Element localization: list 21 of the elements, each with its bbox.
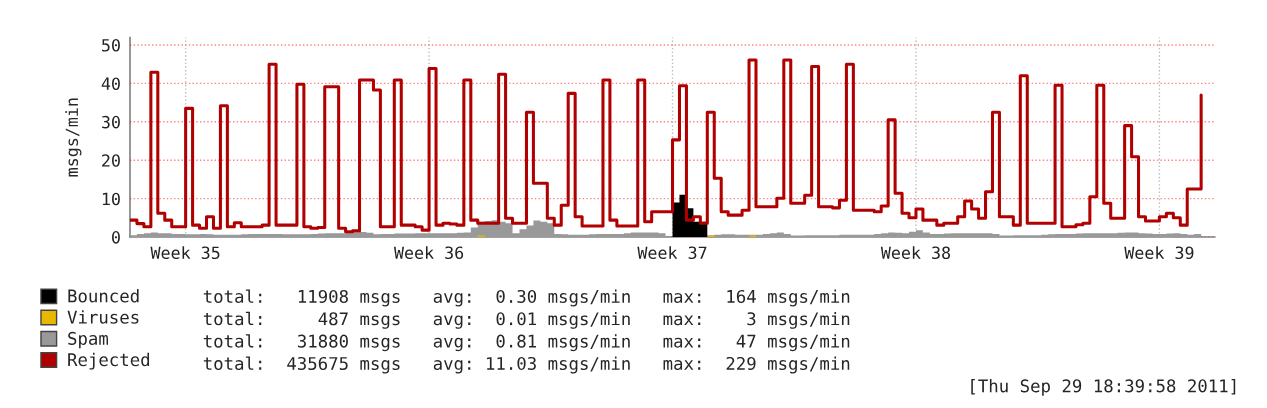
x-tick-label: Week 38 (880, 246, 951, 260)
x-tick-label: Week 39 (1124, 246, 1194, 260)
y-tick-label: 30 (102, 115, 120, 129)
y-axis-title: msgs/min (65, 98, 82, 177)
x-tick-label: Week 37 (637, 246, 707, 260)
text: total: 11908 msgs avg: 0.30 msgs/min max: 164 msgs/min (203, 289, 850, 307)
legend-label: Rejected (68, 352, 150, 370)
x-tick-label: Week 35 (150, 246, 220, 260)
y-tick-label: 40 (101, 77, 120, 90)
legend-label: Bounced (68, 289, 139, 303)
text: total: 31880 msgs avg: 0.81 msgs/min max: 47 msgs/min (203, 334, 850, 352)
text: [Thu Sep 29 18:39:58 2011] (971, 378, 1236, 396)
y-tick-label: 20 (102, 154, 120, 167)
legend-label: Spam (68, 331, 108, 349)
y-tick-label: 50 (102, 38, 120, 52)
x-tick-label: Week 36 (393, 246, 464, 260)
legend-label: Viruses (67, 310, 139, 324)
y-tick-label: 0 (112, 231, 120, 244)
text: total: 487 msgs avg: 0.01 msgs/min max: 3 msgs/min (203, 311, 850, 329)
y-tick-label: 10 (102, 192, 120, 206)
text: total: 435675 msgs avg: 11.03 msgs/min max: 229 msgs/min (203, 356, 850, 374)
